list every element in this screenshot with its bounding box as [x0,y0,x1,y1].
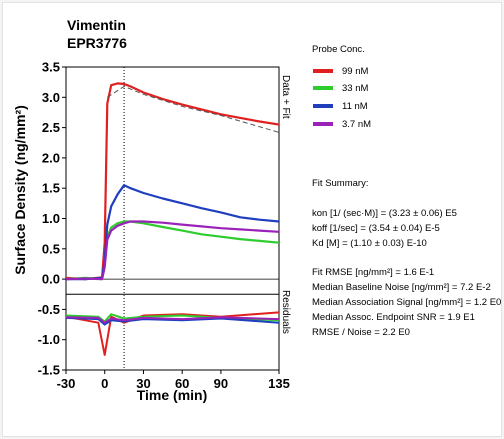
legend-label-99: 99 nM [342,66,368,77]
legend: Probe Conc. 99 nM 33 nM 11 nM 3.7 nM [312,44,371,130]
y-axis-label: Surface Density (ng/mm²) [12,105,28,275]
y-tick-label: 1.0 [42,211,60,226]
residual-line-3-7-nM [65,316,280,324]
y-tick-label: -1.5 [38,363,60,378]
fit-summary: Fit Summary: kon [1/ (sec·M)] = (3.23 ± … [312,178,501,338]
fit-rmse-line: Fit RMSE [ng/mm²] = 1.6 E-1 [312,267,434,278]
baseline-noise-line: Median Baseline Noise [ng/mm²] = 7.2 E-2 [312,282,491,293]
series-line-11-nM [66,184,280,281]
y-tick-label: 0.5 [42,241,60,256]
x-tick-label: -30 [57,376,76,391]
y-tick-label: -0.5 [38,302,60,317]
x-tick-label: 135 [268,376,290,391]
fit-line [107,85,280,133]
x-tick-label: 30 [136,376,150,391]
plot-area: 3.5 3.0 2.5 2.0 1.5 1.0 0.5 0.0 -0.5 -1.0 -1.5-30 0… [38,60,290,392]
residuals-label: Residuals [280,290,291,334]
koff-line: koff [1/sec] = (3.54 ± 0.04) E-5 [312,223,440,234]
legend-label-11: 11 nM [342,101,368,112]
legend-label-33: 33 nM [342,83,368,94]
y-tick-label: 1.5 [42,181,60,196]
y-tick-label: 3.5 [42,60,60,75]
legend-label-3-7: 3.7 nM [342,119,371,130]
y-tick-label: 2.0 [42,150,60,165]
data-fit-label: Data + Fit [280,75,291,119]
x-tick-label: 90 [214,376,228,391]
kd-line: Kd [M] = (1.10 ± 0.03) E-10 [312,238,427,249]
x-axis-label: Time (min) [137,387,208,403]
chart-title: Vimentin [67,17,126,33]
y-tick-label: -1.0 [38,332,60,347]
y-tick-label: 2.5 [42,120,60,135]
x-tick-label: 0 [101,376,108,391]
residual-line-99-nM [65,311,280,356]
fit-summary-title: Fit Summary: [312,178,368,189]
x-tick-label: 60 [175,376,189,391]
y-tick-label: 0.0 [42,272,60,287]
residual-line-11-nM [65,316,280,326]
series-line-99-nM [65,82,280,281]
endpoint-snr-line: Median Assoc. Endpoint SNR = 1.9 E1 [312,312,475,323]
rmse-noise-line: RMSE / Noise = 2.2 E0 [312,327,410,338]
legend-title: Probe Conc. [312,44,365,55]
chart-subtitle: EPR3776 [67,35,127,51]
y-tick-label: 3.0 [42,90,60,105]
association-signal-line: Median Association Signal [ng/mm²] = 1.2… [312,297,501,308]
series-line-3-7-nM [65,220,280,281]
kon-line: kon [1/ (sec·M)] = (3.23 ± 0.06) E5 [312,208,457,219]
